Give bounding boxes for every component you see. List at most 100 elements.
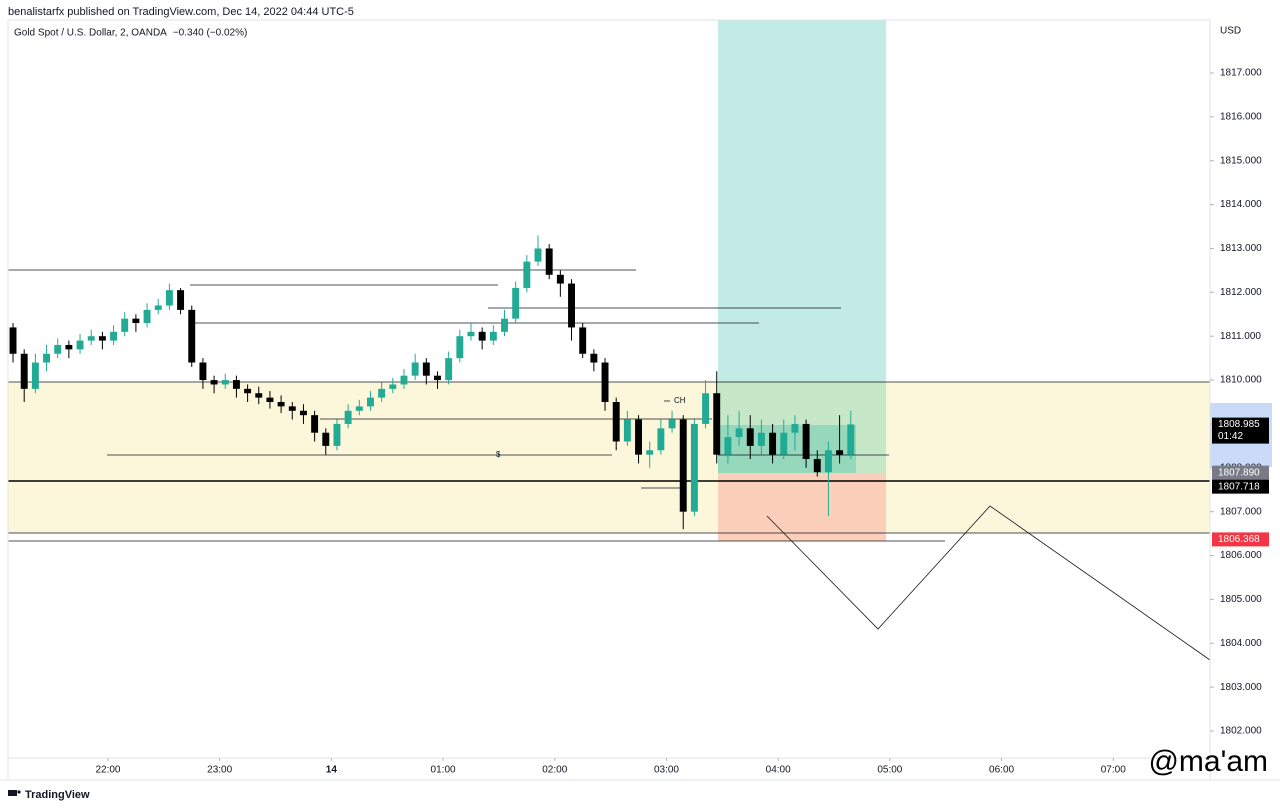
candle-body [757, 432, 765, 446]
candle-body [590, 353, 598, 363]
candle-body [255, 393, 263, 398]
candle-body [76, 340, 84, 350]
y-tick-label: 1802.000 [1220, 726, 1262, 737]
candle-body [31, 362, 39, 389]
candle-body [702, 393, 710, 424]
candle-body [601, 362, 609, 403]
candle-body [143, 309, 151, 324]
candle-body [110, 331, 118, 341]
candle-body [746, 428, 754, 446]
y-tick-label: 1815.000 [1220, 155, 1262, 166]
candle-body [445, 358, 453, 381]
price-label: 1807.718 [1218, 481, 1260, 492]
y-tick-label: 1817.000 [1220, 68, 1262, 79]
candle-body [266, 397, 274, 403]
candle-body [87, 336, 95, 341]
candle-body [411, 362, 419, 376]
candle-body [210, 380, 218, 385]
candle-body [288, 406, 296, 411]
symbol-title: Gold Spot / U.S. Dollar, 2, OANDA [14, 28, 167, 39]
candle-body [847, 424, 855, 455]
candle-body [668, 419, 676, 429]
candle-body [780, 432, 788, 455]
candle-body [612, 402, 620, 442]
candle-body [824, 450, 832, 473]
candle-body [489, 331, 497, 341]
y-tick-label: 1805.000 [1220, 594, 1262, 605]
candle-body [813, 459, 821, 473]
y-tick-label: 1806.000 [1220, 550, 1262, 561]
candle-body [43, 353, 50, 363]
candle-body [512, 287, 520, 319]
stop-zone [718, 473, 886, 541]
x-tick-label: 04:00 [766, 765, 791, 776]
change: −0.340 (−0.02%) [173, 28, 248, 39]
x-tick-label: 07:00 [1101, 765, 1126, 776]
footer: TradingView [25, 789, 90, 801]
candle-body [378, 388, 386, 398]
candle-body [367, 397, 374, 407]
candle-body [713, 393, 721, 455]
y-axis-label: USD [1220, 26, 1241, 37]
candle-body [523, 261, 531, 288]
candle-body [579, 327, 587, 354]
candle-body [333, 423, 341, 446]
candle-body [467, 331, 475, 337]
candle-body [534, 248, 542, 262]
x-tick-label: 03:00 [654, 765, 679, 776]
x-tick-label: 06:00 [989, 765, 1014, 776]
candle-body [769, 432, 777, 455]
candle-body [646, 450, 654, 455]
candle-body [355, 406, 363, 411]
candle-body [679, 419, 687, 512]
candle-body [545, 248, 553, 275]
candle-body [54, 344, 62, 354]
candle-body [400, 375, 408, 385]
x-tick-label: 14 [326, 765, 338, 776]
candle-body [277, 402, 285, 407]
candle-body [121, 318, 129, 332]
annotation: $ [496, 450, 501, 459]
watermark: @ma'am [1148, 745, 1268, 778]
tv-logo [8, 790, 21, 796]
x-tick-label: 01:00 [431, 765, 456, 776]
candle-body [635, 419, 643, 455]
x-tick-label: 02:00 [542, 765, 567, 776]
price-label-box [1212, 532, 1269, 547]
price-label: 1807.890 [1218, 467, 1260, 478]
candle-body [802, 423, 810, 460]
candle-body [221, 380, 229, 385]
candle-body [299, 410, 307, 416]
candle-body [690, 423, 698, 512]
countdown: 01:42 [1218, 431, 1243, 442]
price-label: 1808.985 [1218, 419, 1260, 430]
candle-body [791, 423, 799, 433]
y-tick-label: 1811.000 [1220, 331, 1261, 342]
candle-body [188, 309, 196, 363]
candle-body [568, 283, 575, 328]
candle-body [389, 384, 397, 389]
y-tick-label: 1814.000 [1220, 199, 1262, 210]
candle-body [244, 388, 252, 394]
candle-body [344, 410, 352, 424]
candle-body [322, 432, 330, 446]
candle-body [657, 428, 665, 451]
projection-path [766, 505, 1211, 661]
y-tick-label: 1813.000 [1220, 243, 1262, 254]
price-label-box [1212, 479, 1269, 494]
header: benalistarfx published on TradingView.co… [8, 6, 354, 18]
x-tick-label: 23:00 [207, 765, 232, 776]
candle-body [20, 353, 28, 389]
price-label-box [1212, 465, 1269, 480]
candle-body [556, 274, 564, 284]
y-tick-label: 1803.000 [1220, 682, 1262, 693]
candle-body [623, 419, 631, 442]
candle-body [478, 331, 486, 341]
y-tick-label: 1816.000 [1220, 112, 1262, 123]
supply-zone [8, 382, 1210, 533]
candle-body [199, 362, 207, 381]
candle-body [177, 290, 185, 310]
candle-body [165, 290, 173, 306]
candle-body [232, 380, 240, 389]
